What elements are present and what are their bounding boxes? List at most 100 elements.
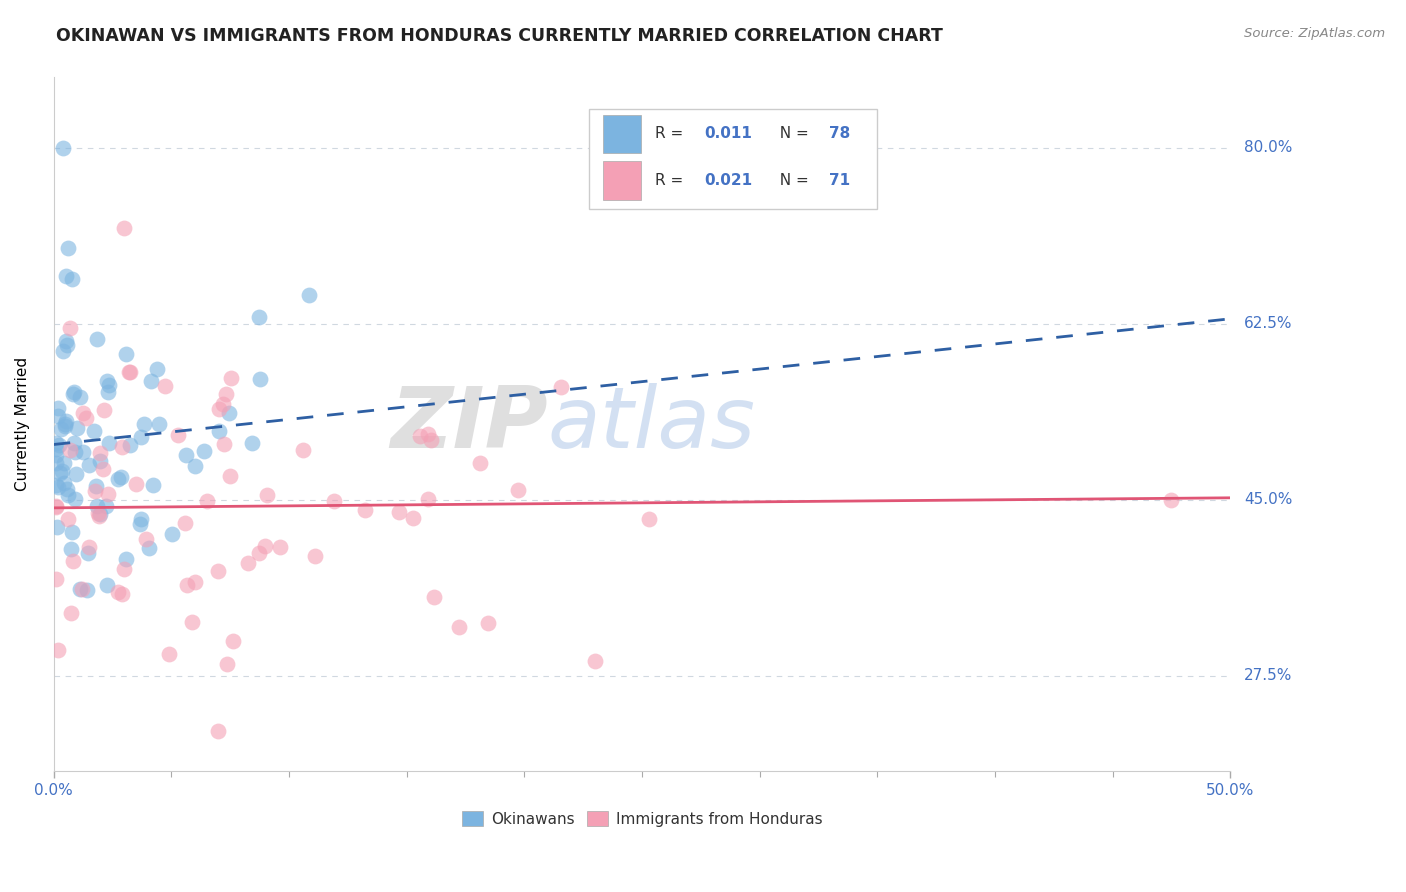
Point — [418, 492, 440, 507]
Point — [115, 347, 138, 361]
Point — [51, 422, 73, 436]
Point — [409, 428, 432, 442]
Point — [107, 584, 129, 599]
Point — [75, 411, 97, 425]
Point — [214, 437, 236, 451]
Point — [291, 442, 314, 457]
Point — [84, 479, 107, 493]
Point — [59, 320, 82, 334]
Point — [69, 582, 91, 597]
Point — [52, 141, 75, 155]
Point — [508, 483, 530, 497]
Point — [419, 434, 441, 448]
Point — [55, 483, 77, 497]
Point — [59, 442, 82, 457]
Point — [297, 288, 319, 302]
Point — [72, 406, 94, 420]
Point — [63, 445, 86, 459]
Point — [402, 511, 425, 525]
Point — [207, 724, 229, 739]
Point — [184, 458, 207, 473]
Point — [111, 587, 134, 601]
Text: atlas: atlas — [548, 383, 756, 466]
Point — [118, 365, 141, 379]
Point — [269, 540, 291, 554]
Point — [322, 494, 344, 508]
Point — [129, 517, 152, 532]
Point — [55, 417, 77, 431]
Text: N =: N = — [770, 173, 814, 187]
Point — [51, 343, 73, 358]
Point — [160, 526, 183, 541]
Text: 78: 78 — [830, 127, 851, 142]
Point — [139, 375, 162, 389]
Text: N =: N = — [770, 127, 814, 142]
Point — [240, 435, 263, 450]
Point — [46, 409, 69, 424]
Text: 0.011: 0.011 — [704, 127, 752, 142]
Point — [60, 524, 83, 539]
Point — [72, 445, 94, 459]
Point — [55, 338, 77, 352]
Point — [48, 438, 70, 452]
Point — [1160, 492, 1182, 507]
Point — [219, 468, 242, 483]
Point — [120, 438, 142, 452]
Point — [56, 512, 79, 526]
Point — [45, 448, 67, 462]
Point — [53, 419, 76, 434]
Point — [97, 378, 120, 392]
Point — [51, 464, 73, 478]
Point — [62, 271, 84, 285]
Point — [193, 444, 215, 458]
Text: ZIP: ZIP — [389, 383, 548, 466]
Point — [83, 424, 105, 438]
Point — [112, 221, 135, 235]
Point — [56, 241, 79, 255]
Point — [46, 401, 69, 416]
Point — [181, 615, 204, 630]
Point — [60, 542, 83, 557]
Point — [66, 421, 89, 435]
Point — [247, 310, 270, 324]
Point — [91, 462, 114, 476]
Point — [86, 499, 108, 513]
Text: R =: R = — [655, 127, 688, 142]
Point — [256, 488, 278, 502]
Point — [79, 540, 101, 554]
Point — [118, 365, 141, 379]
Point — [218, 406, 240, 420]
Point — [63, 491, 86, 506]
Point — [46, 520, 69, 534]
Legend: Okinawans, Immigrants from Honduras: Okinawans, Immigrants from Honduras — [456, 805, 828, 833]
Point — [217, 657, 239, 671]
Point — [184, 575, 207, 590]
Point — [176, 578, 198, 592]
Point — [76, 583, 98, 598]
Point — [131, 430, 153, 444]
Text: 62.5%: 62.5% — [1244, 317, 1292, 331]
Point — [55, 334, 77, 349]
Point — [253, 539, 276, 553]
Point — [208, 401, 231, 416]
Point — [55, 414, 77, 428]
Text: 0.021: 0.021 — [704, 173, 752, 187]
Point — [97, 487, 120, 501]
Point — [45, 478, 67, 492]
Point — [52, 456, 75, 470]
Point — [56, 488, 79, 502]
Point — [87, 507, 110, 521]
Point — [236, 556, 259, 570]
Point — [76, 545, 98, 559]
Point — [112, 561, 135, 575]
Point — [388, 506, 411, 520]
Point — [89, 454, 111, 468]
Point — [65, 467, 87, 481]
Point — [98, 436, 121, 450]
Point — [173, 516, 195, 530]
Point — [215, 387, 238, 401]
Point — [96, 374, 118, 388]
Point — [222, 633, 245, 648]
Point — [45, 572, 67, 586]
Point — [211, 397, 233, 411]
